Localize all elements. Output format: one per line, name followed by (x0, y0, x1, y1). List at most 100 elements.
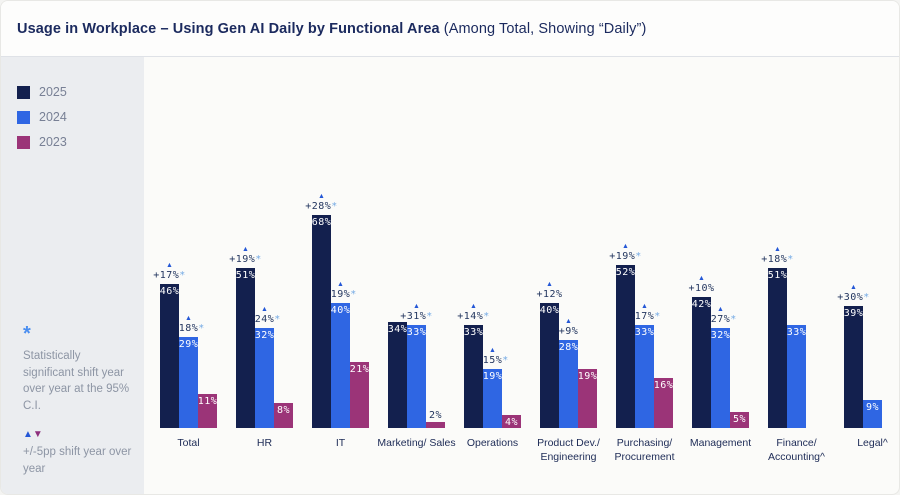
shift-value: +19% (609, 251, 636, 262)
bar-slot: 16% (654, 378, 673, 428)
category-label: Marketing/ Sales (377, 433, 455, 467)
significance-star-icon: * (426, 311, 433, 322)
shift-annotation: ▲ +27%* (704, 306, 737, 326)
bar-value-label: 42% (691, 299, 712, 310)
shift-note: +/-5pp shift year over year (23, 446, 132, 475)
bar-2024: 32% (255, 328, 274, 428)
shift-annotation: ▲ +18%* (761, 246, 794, 266)
category-label: Product Dev./ Engineering (537, 433, 600, 467)
category-label-text: Finance/ Accounting^ (768, 437, 825, 463)
significance-star-icon: * (274, 314, 281, 325)
shift-annotation: ▲ +30%* (837, 284, 870, 304)
bar-group: 34% ▲ +31%* 33% 2% (388, 303, 445, 428)
up-triangle-icon: ▲ (261, 306, 268, 313)
bar-value-label: 2% (428, 410, 443, 421)
shift-annotation: ▲ +31%* (400, 303, 433, 323)
shift-value: +27% (704, 314, 731, 325)
bar-value-label: 34% (387, 324, 408, 335)
shift-value: +28% (305, 201, 332, 212)
bar-group: ▲ +19%* 51% ▲ +24%* 32% 8% (229, 246, 293, 428)
bar-group: ▲ +30%* 39% 9% (837, 284, 899, 428)
bar-slot: ▲ +10% 42% (688, 275, 714, 428)
shift-annotation: ▲ +28%* (305, 193, 338, 213)
bar-value-label: 52% (615, 267, 636, 278)
bar-2025: 68% (312, 215, 331, 428)
bar-2023: 8% (274, 403, 293, 428)
bar-value-label: 4% (504, 417, 519, 428)
chart-area: ▲ +17%* 46% ▲ +18%* 29% 11% ▲ +19%* 51% ▲ +24%* 32% 8… (144, 57, 899, 494)
significance-note: Statistically significant shift year ove… (23, 350, 130, 412)
shift-annotation: ▲ +10% (688, 275, 714, 295)
shift-annotation: ▲ +15%* (476, 347, 509, 367)
shift-annotation-text: +12% (536, 289, 563, 300)
shift-value: +30% (837, 292, 864, 303)
shift-value: +19% (229, 254, 256, 265)
bar-2024: 29% (179, 337, 198, 428)
shift-annotation: ▲ +14%* (457, 303, 490, 323)
bar-group: ▲ +17%* 46% ▲ +18%* 29% 11% (153, 262, 217, 428)
bar-slot: ▲ +14%* 33% (457, 303, 489, 428)
shift-annotation: ▲ +12% (536, 281, 562, 301)
shift-value: +24% (248, 314, 275, 325)
shift-annotation: ▲ +17%* (628, 303, 661, 323)
shift-value: +31% (400, 311, 427, 322)
bar-slot: 34% (388, 322, 407, 428)
bar-value-label: 32% (254, 330, 275, 341)
bar-slot: ▲ +30%* 39% (837, 284, 869, 428)
bar-slot: ▲ +19%* 52% (609, 243, 641, 428)
bar-value-label: 28% (558, 342, 579, 353)
shift-annotation-text: +31%* (400, 311, 433, 323)
bar-2024: 9% (863, 400, 882, 428)
bar-value-label: 33% (406, 327, 427, 338)
footnotes: * Statistically significant shift year o… (1, 324, 144, 494)
up-triangle-icon: ▲ (470, 303, 477, 310)
significance-star-icon: * (654, 311, 661, 322)
bar-2025: 40% (540, 303, 559, 428)
up-triangle-icon: ▲ (622, 243, 629, 250)
category-label: IT (312, 433, 369, 467)
bar-slot: ▲ +24%* 32% (248, 306, 280, 428)
shift-annotation-text: +19%* (324, 289, 357, 301)
shift-value: +17% (628, 311, 655, 322)
up-triangle-icon: ▲ (717, 306, 724, 313)
category-label-text: Legal^ (857, 437, 888, 449)
bar-2023: 21% (350, 362, 369, 428)
category-labels: Total HR IT Marketing/ Sales Operations Produ… (144, 433, 899, 467)
shift-value: +19% (324, 289, 351, 300)
shift-annotation-text: +14%* (457, 311, 490, 323)
significance-star-icon: * (635, 251, 642, 262)
bar-slot: ▲ +18%* 51% (761, 246, 793, 428)
bar-slot: ▲ +31%* 33% (400, 303, 432, 428)
bar-slot: ▲ +28%* 68% (305, 193, 337, 428)
bar-value-label: 33% (463, 327, 484, 338)
shift-annotation-text: +17%* (628, 311, 661, 323)
bar-value-label: 21% (349, 364, 370, 375)
bar-slot: 33% (787, 325, 806, 428)
bar-slot: ▲ +18%* 29% (172, 315, 204, 428)
shift-triangles: ▲▼ (23, 430, 134, 440)
chart-header: Usage in Workplace – Using Gen AI Daily … (1, 1, 899, 57)
legend-swatch (17, 85, 30, 99)
bar-2024: 33% (787, 325, 806, 428)
up-triangle-icon: ▲ (23, 429, 33, 440)
bar-value-label: 29% (178, 339, 199, 350)
significance-star-icon: * (350, 289, 357, 300)
bar-2025: 46% (160, 284, 179, 428)
bar-group: ▲ +12% 40% ▲ +9% 28% 19% (536, 281, 597, 428)
bar-2025: 42% (692, 297, 711, 428)
shift-annotation: ▲ +18%* (172, 315, 205, 335)
bar-2024: 33% (635, 325, 654, 428)
shift-annotation-text: +19%* (229, 254, 262, 266)
bar-slot: ▲ +12% 40% (536, 281, 562, 428)
bar-2023: 11% (198, 394, 217, 428)
legend-swatch (17, 110, 30, 124)
bar-value-label: 51% (767, 270, 788, 281)
legend-item-2023: 2023 (17, 135, 144, 149)
bar-2024: 33% (407, 325, 426, 428)
shift-value: +17% (153, 270, 180, 281)
bar-2023: 19% (578, 369, 597, 428)
bar-slot: ▲ +17%* 33% (628, 303, 660, 428)
legend-label: 2023 (39, 135, 67, 149)
up-triangle-icon: ▲ (774, 246, 781, 253)
